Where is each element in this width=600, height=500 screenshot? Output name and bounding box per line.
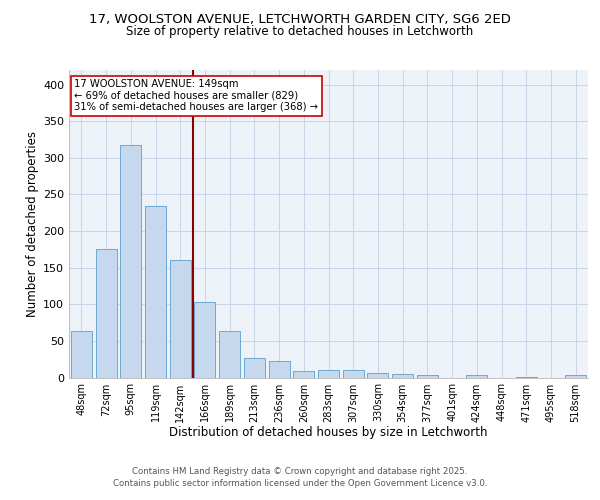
Bar	[219, 332, 240, 378]
Bar	[293, 371, 314, 378]
Text: 17, WOOLSTON AVENUE, LETCHWORTH GARDEN CITY, SG6 2ED: 17, WOOLSTON AVENUE, LETCHWORTH GARDEN C…	[89, 12, 511, 26]
Bar	[71, 332, 92, 378]
Bar	[466, 374, 487, 378]
Text: 17 WOOLSTON AVENUE: 149sqm
← 69% of detached houses are smaller (829)
31% of sem: 17 WOOLSTON AVENUE: 149sqm ← 69% of deta…	[74, 79, 318, 112]
Bar	[367, 373, 388, 378]
Bar	[417, 374, 438, 378]
Bar	[516, 377, 537, 378]
Bar	[392, 374, 413, 378]
Y-axis label: Number of detached properties: Number of detached properties	[26, 130, 39, 317]
Bar	[145, 206, 166, 378]
Bar	[318, 370, 339, 378]
Text: Size of property relative to detached houses in Letchworth: Size of property relative to detached ho…	[127, 25, 473, 38]
Text: Contains HM Land Registry data © Crown copyright and database right 2025.
Contai: Contains HM Land Registry data © Crown c…	[113, 466, 487, 487]
X-axis label: Distribution of detached houses by size in Letchworth: Distribution of detached houses by size …	[169, 426, 488, 439]
Bar	[170, 260, 191, 378]
Bar	[194, 302, 215, 378]
Bar	[343, 370, 364, 378]
Bar	[244, 358, 265, 378]
Bar	[565, 376, 586, 378]
Bar	[95, 250, 116, 378]
Bar	[120, 146, 141, 378]
Bar	[269, 362, 290, 378]
